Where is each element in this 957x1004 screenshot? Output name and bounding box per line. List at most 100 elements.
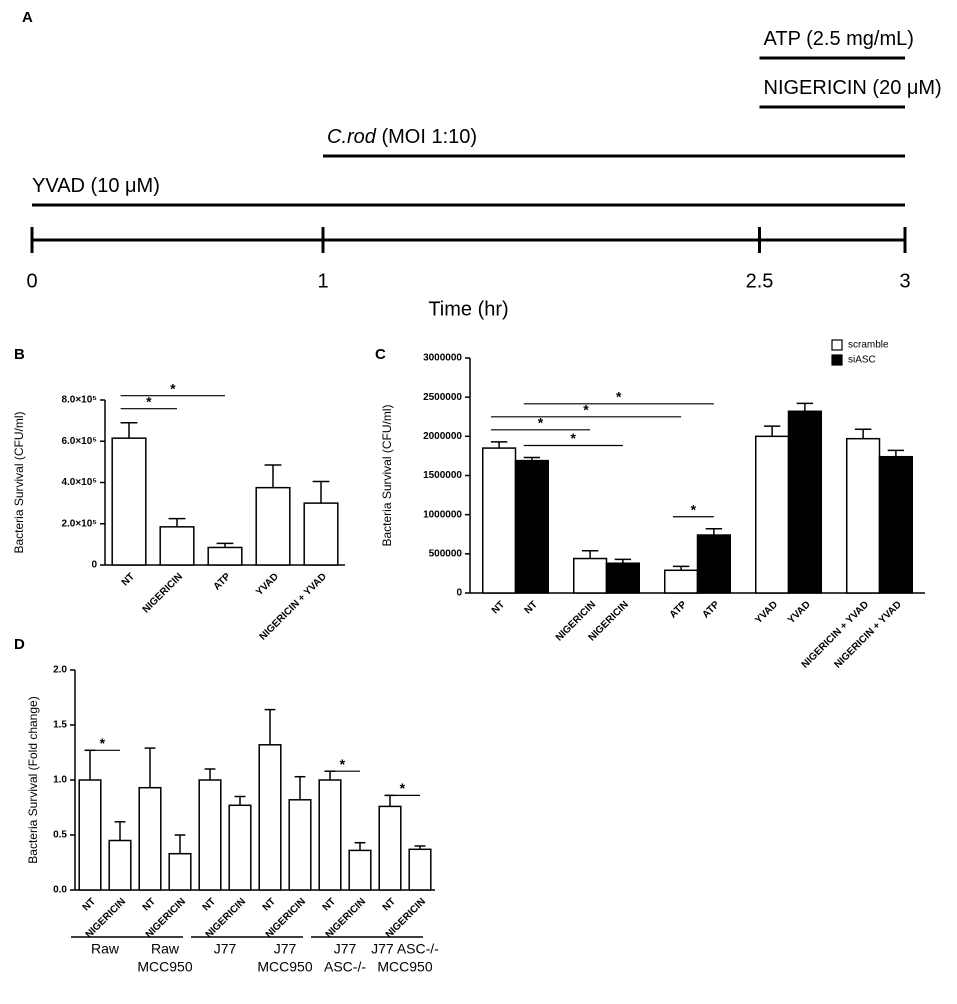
treatment-detail: (2.5 mg/mL) bbox=[806, 28, 914, 50]
bar bbox=[111, 437, 147, 566]
y-tick-label: 6.0×10⁵ bbox=[61, 436, 97, 447]
bar bbox=[348, 849, 372, 891]
x-tick-label: YVAD bbox=[254, 571, 281, 598]
bar bbox=[228, 804, 252, 891]
group-label: MCC950 bbox=[257, 959, 312, 975]
bar bbox=[207, 546, 243, 566]
bar bbox=[378, 805, 402, 891]
y-tick-label: 0 bbox=[91, 560, 97, 571]
panel-label: B bbox=[14, 346, 25, 363]
x-axis-label: Time (hr) bbox=[428, 298, 508, 320]
x-tick-label: 3 bbox=[899, 270, 910, 292]
bar bbox=[159, 526, 195, 566]
treatment-detail: (20 μM) bbox=[872, 77, 941, 99]
significance-label: * bbox=[583, 402, 589, 418]
treatment-name: C.rod bbox=[327, 126, 377, 148]
bar bbox=[138, 786, 162, 891]
legend-swatch bbox=[831, 354, 843, 366]
x-tick-label: 0 bbox=[26, 270, 37, 292]
legend-label: scramble bbox=[848, 340, 889, 351]
group-label: J77 bbox=[334, 941, 357, 957]
bar bbox=[303, 502, 339, 566]
group-label: J77 bbox=[274, 941, 297, 957]
y-tick-label: 3000000 bbox=[423, 353, 462, 364]
y-axis-label: Bacteria Survival (CFU/ml) bbox=[12, 411, 26, 553]
group-label: Raw bbox=[91, 941, 120, 957]
x-tick-label: NT bbox=[381, 896, 398, 913]
x-tick-label: NIGERICIN + YVAD bbox=[832, 599, 903, 670]
group-label: J77 bbox=[214, 941, 237, 957]
panel-label: A bbox=[22, 9, 33, 26]
bar bbox=[258, 744, 282, 891]
y-axis-label: Bacteria Survival (Fold change) bbox=[26, 696, 40, 863]
bar bbox=[318, 779, 342, 891]
bar bbox=[663, 569, 699, 594]
x-tick-label: NT bbox=[81, 896, 98, 913]
treatment-detail: (10 μM) bbox=[91, 175, 160, 197]
y-tick-label: 0.5 bbox=[53, 830, 67, 841]
bar bbox=[696, 534, 732, 594]
significance-label: * bbox=[538, 415, 544, 431]
treatment-name: ATP bbox=[764, 28, 801, 50]
x-tick-label: NT bbox=[201, 896, 218, 913]
x-tick-label: NT bbox=[141, 896, 158, 913]
group-label: J77 ASC-/- bbox=[371, 941, 439, 957]
bar bbox=[288, 799, 312, 891]
y-tick-label: 1.5 bbox=[53, 720, 67, 731]
bar bbox=[168, 852, 192, 891]
significance-label: * bbox=[616, 389, 622, 405]
significance-label: * bbox=[571, 430, 577, 446]
y-tick-label: 1000000 bbox=[423, 509, 462, 520]
y-tick-label: 8.0×10⁵ bbox=[61, 395, 97, 406]
treatment-label: YVAD (10 μM) bbox=[32, 175, 160, 197]
x-tick-label: ATP bbox=[212, 571, 234, 593]
bar bbox=[754, 435, 790, 594]
group-label: MCC950 bbox=[137, 959, 192, 975]
y-axis-label: Bacteria Survival (CFU/ml) bbox=[380, 404, 394, 546]
bar bbox=[787, 410, 823, 594]
y-tick-label: 0.0 bbox=[53, 885, 67, 896]
y-tick-label: 2500000 bbox=[423, 392, 462, 403]
panel-label: C bbox=[375, 346, 386, 363]
x-tick-label: 2.5 bbox=[746, 270, 774, 292]
significance-label: * bbox=[146, 393, 152, 409]
bar bbox=[255, 486, 291, 566]
treatment-detail: (MOI 1:10) bbox=[381, 126, 477, 148]
treatment-name: NIGERICIN bbox=[764, 77, 867, 99]
x-tick-label: NT bbox=[321, 896, 338, 913]
significance-label: * bbox=[170, 380, 176, 396]
bar bbox=[408, 848, 432, 891]
x-tick-label: ATP bbox=[700, 599, 722, 621]
legend-label: siASC bbox=[848, 355, 876, 366]
x-tick-label: YVAD bbox=[753, 599, 780, 626]
x-tick-label: NT bbox=[490, 599, 507, 616]
y-tick-label: 2.0×10⁵ bbox=[61, 518, 97, 529]
bar bbox=[481, 447, 517, 594]
x-tick-label: 1 bbox=[317, 270, 328, 292]
group-label: ASC-/- bbox=[324, 959, 366, 975]
y-tick-label: 0 bbox=[456, 588, 462, 599]
x-tick-label: NT bbox=[523, 599, 540, 616]
treatment-label: C.rod (MOI 1:10) bbox=[327, 126, 477, 148]
bar bbox=[514, 459, 550, 594]
treatment-label: ATP (2.5 mg/mL) bbox=[764, 28, 914, 50]
bar bbox=[78, 779, 102, 891]
x-tick-label: NT bbox=[261, 896, 278, 913]
treatment-label: NIGERICIN (20 μM) bbox=[764, 77, 942, 99]
group-label: Raw bbox=[151, 941, 180, 957]
bar bbox=[108, 839, 132, 891]
bar bbox=[878, 455, 914, 594]
y-tick-label: 1.0 bbox=[53, 775, 67, 786]
group-label: MCC950 bbox=[377, 959, 432, 975]
y-tick-label: 1500000 bbox=[423, 470, 462, 481]
y-tick-label: 2.0 bbox=[53, 665, 67, 676]
y-tick-label: 4.0×10⁵ bbox=[61, 477, 97, 488]
bar bbox=[198, 779, 222, 891]
bar bbox=[572, 557, 608, 594]
legend-swatch bbox=[831, 339, 843, 351]
significance-label: * bbox=[340, 756, 346, 772]
x-tick-label: NT bbox=[120, 571, 137, 588]
panel-label: D bbox=[14, 636, 25, 653]
significance-label: * bbox=[100, 735, 106, 751]
